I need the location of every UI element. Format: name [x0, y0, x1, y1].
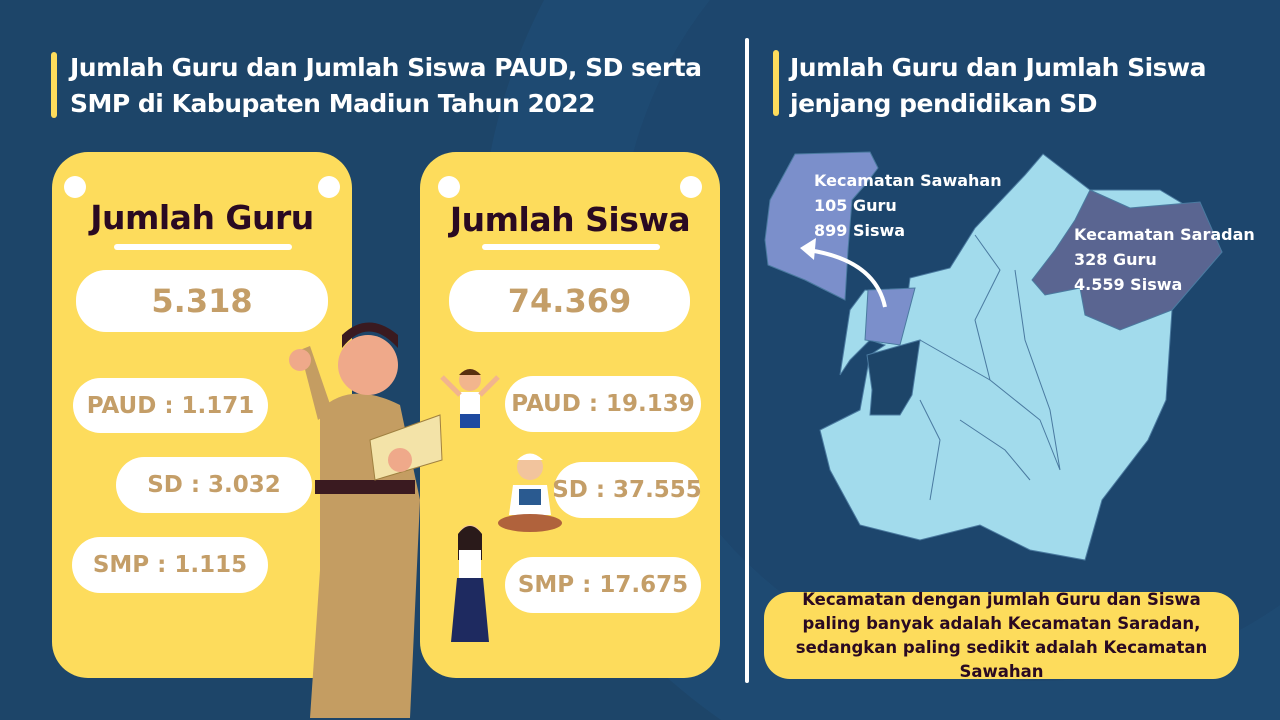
arrow-head-icon [800, 238, 816, 260]
guru-heading: Jumlah Guru [90, 198, 314, 237]
guru-smp: SMP : 1.115 [72, 537, 268, 593]
map-region-saradan [1031, 189, 1223, 331]
map-title: Jumlah Guru dan Jumlah Siswa jenjang pen… [790, 53, 1207, 118]
saradan-guru: 328 Guru [1074, 250, 1157, 269]
student-reading-icon [498, 453, 562, 532]
card-hole [318, 176, 340, 198]
guru-total: 5.318 [76, 270, 328, 332]
page-title: Jumlah Guru dan Jumlah Siswa PAUD, SD se… [70, 53, 702, 118]
card-hole [64, 176, 86, 198]
saradan-name: Kecamatan Saradan [1074, 225, 1255, 244]
siswa-paud: PAUD : 19.139 [505, 376, 701, 432]
card-hole [680, 176, 702, 198]
siswa-heading: Jumlah Siswa [449, 200, 691, 239]
title-accent-bar [51, 52, 57, 118]
siswa-smp: SMP : 17.675 [505, 557, 701, 613]
map-region-sawahan [764, 151, 879, 301]
sawahan-guru: 105 Guru [814, 196, 897, 215]
sawahan-siswa: 899 Siswa [814, 221, 906, 240]
guru-sd: SD : 3.032 [116, 457, 312, 513]
heading-underline [482, 244, 660, 250]
teacher-illustration [289, 322, 443, 718]
summary-note: Kecamatan dengan jumlah Guru dan Siswa p… [764, 590, 1239, 681]
sawahan-name: Kecamatan Sawahan [814, 171, 1002, 190]
title-accent-bar [773, 50, 779, 116]
card-hole [438, 176, 460, 198]
girl-student-icon [451, 525, 489, 642]
arrow-icon [807, 248, 887, 308]
heading-underline [114, 244, 292, 250]
saradan-label: Kecamatan Saradan 328 Guru 4.559 Siswa [1074, 222, 1255, 297]
siswa-sd: SD : 37.555 [552, 462, 702, 518]
section-divider [745, 38, 749, 683]
child-icon [440, 369, 500, 428]
madiun-map [764, 151, 1223, 561]
sawahan-label: Kecamatan Sawahan 105 Guru 899 Siswa [814, 168, 1002, 243]
siswa-total: 74.369 [449, 270, 690, 332]
saradan-siswa: 4.559 Siswa [1074, 275, 1183, 294]
map-region-sawahan-south [864, 287, 916, 346]
guru-paud: PAUD : 1.171 [73, 378, 268, 433]
